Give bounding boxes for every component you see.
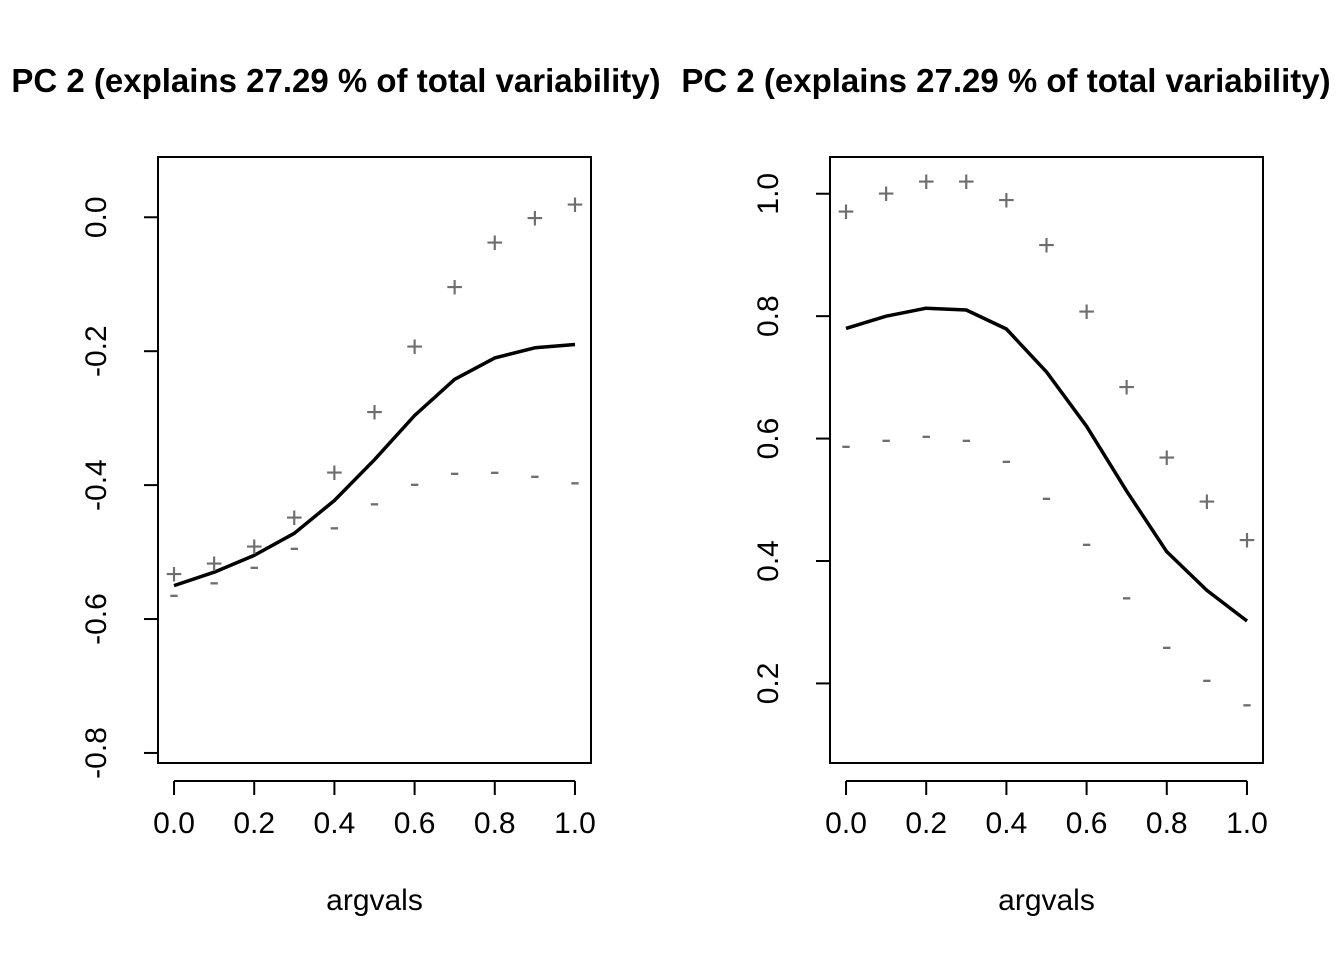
y-tick-label: -0.2 [80, 325, 113, 377]
plus-marker: + [165, 558, 183, 591]
x-tick-label: 1.0 [1226, 807, 1268, 840]
x-tick-label: 0.8 [474, 807, 516, 840]
x-tick-label: 0.4 [314, 807, 356, 840]
chart-title: PC 2 (explains 27.29 % of total variabil… [681, 62, 1330, 99]
plus-marker: + [566, 189, 584, 222]
y-tick-label: -0.8 [80, 727, 113, 779]
plus-marker: + [526, 202, 544, 235]
x-axis-label: argvals [326, 884, 423, 917]
y-tick-label: 0.6 [752, 418, 785, 460]
y-tick-label: 1.0 [752, 173, 785, 215]
minus-marker: - [570, 465, 580, 498]
minus-marker: - [249, 549, 259, 582]
plus-marker: + [446, 271, 464, 304]
plus-marker: + [1198, 486, 1216, 519]
x-tick-label: 0.0 [153, 807, 195, 840]
minus-marker: - [450, 456, 460, 489]
x-axis-label: argvals [998, 884, 1095, 917]
plus-marker: + [366, 396, 384, 429]
minus-marker: - [289, 531, 299, 564]
y-tick-label: 0.8 [752, 295, 785, 337]
left-panel: PC 2 (explains 27.29 % of total variabil… [11, 62, 660, 917]
x-tick-label: 0.2 [905, 807, 947, 840]
plus-marker: + [958, 165, 976, 198]
plus-marker: + [486, 227, 504, 260]
x-tick-label: 0.0 [825, 807, 867, 840]
minus-marker: - [1162, 629, 1172, 662]
minus-marker: - [1042, 481, 1052, 514]
plus-marker: + [1158, 442, 1176, 475]
minus-marker: - [209, 565, 219, 598]
minus-marker: - [881, 423, 891, 456]
minus-marker: - [1082, 527, 1092, 560]
x-tick-label: 0.6 [394, 807, 436, 840]
plus-marker: + [998, 184, 1016, 217]
plus-marker: + [837, 195, 855, 228]
minus-marker: - [490, 454, 500, 487]
y-tick-label: 0.2 [752, 663, 785, 705]
y-tick-label: 0.4 [752, 540, 785, 582]
plus-marker: + [326, 456, 344, 489]
plus-marker: + [205, 547, 223, 580]
plus-marker: + [877, 178, 895, 211]
minus-marker: - [530, 458, 540, 491]
mean-function-line [173, 342, 576, 588]
chart-title: PC 2 (explains 27.29 % of total variabil… [11, 62, 660, 99]
plus-marker: + [1238, 524, 1256, 557]
minus-marker: - [1122, 580, 1132, 613]
y-tick-label: -0.4 [80, 459, 113, 511]
minus-marker: - [1001, 443, 1011, 476]
minus-marker: - [329, 510, 339, 543]
plus-marker: + [406, 331, 424, 364]
minus-marker: - [370, 486, 380, 519]
x-tick-label: 0.6 [1066, 807, 1108, 840]
x-tick-label: 0.2 [233, 807, 275, 840]
plus-marker: + [245, 531, 263, 564]
right-panel: PC 2 (explains 27.29 % of total variabil… [681, 62, 1330, 917]
plus-marker: + [917, 165, 935, 198]
minus-marker: - [169, 578, 179, 611]
minus-marker: - [921, 418, 931, 451]
minus-marker: - [961, 423, 971, 456]
minus-marker: - [1202, 663, 1212, 696]
x-tick-label: 0.8 [1146, 807, 1188, 840]
x-tick-label: 0.4 [986, 807, 1028, 840]
y-tick-label: 0.0 [80, 196, 113, 238]
plus-marker: + [1078, 295, 1096, 328]
minus-marker: - [841, 429, 851, 462]
mean-function-line [845, 306, 1249, 623]
x-tick-label: 1.0 [554, 807, 596, 840]
minus-marker: - [1242, 687, 1252, 720]
plus-marker: + [1118, 371, 1136, 404]
y-tick-label: -0.6 [80, 593, 113, 645]
plus-marker: + [1038, 229, 1056, 262]
minus-marker: - [410, 466, 420, 499]
plus-marker: + [286, 501, 304, 534]
